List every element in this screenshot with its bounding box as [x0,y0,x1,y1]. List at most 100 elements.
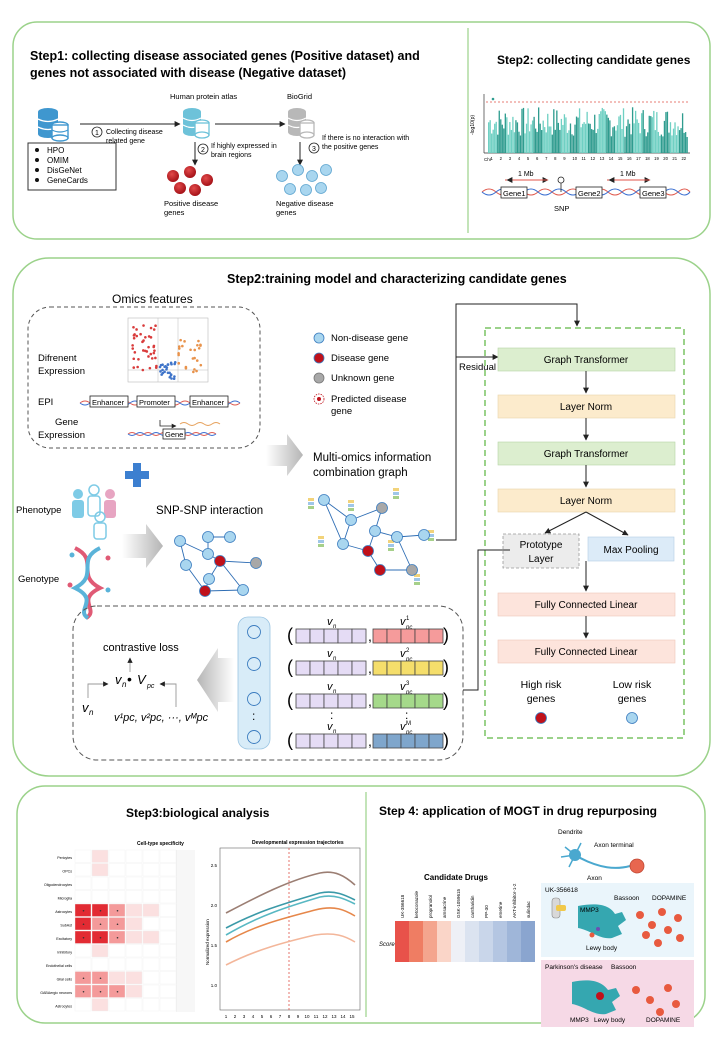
dna-helix-icon [67,546,111,620]
manhattan-bar [509,122,511,153]
heatmap-cell [159,957,177,971]
database-hpo: HPO [47,146,64,155]
heatmap-cell [159,971,177,985]
traj-curve-brown [225,871,356,914]
manhattan-bar [591,129,593,153]
manhattan-bar [653,110,655,153]
gene-expr-line1: Gene [55,417,78,428]
arrow3-label-line2: the positive genes [322,144,379,151]
prototype-connector [463,549,510,691]
arrow1-label-line2: related gene [106,138,145,145]
manhattan-bar [506,117,508,153]
volcano-dot [168,371,171,375]
manhattan-bar [571,134,573,153]
low-risk-line1: Low risk [613,679,652,691]
people-icon [72,484,116,540]
manhattan-bar [566,132,569,153]
prototype-vector-cell [428,733,444,749]
heatmap-cell [91,863,109,877]
volcano-dot [170,362,173,366]
drug-score-cell [479,921,493,962]
manhattan-bar [594,114,596,153]
manhattan-bar [601,107,603,153]
heatmap-cell [108,876,126,890]
heatmap-cell [125,890,143,904]
bassoon1-label: Bassoon [614,895,640,902]
volcano-dot [165,368,168,371]
genomic-region: 1 Mb 1 Mb Gene1 Gene2 Gene3 SNP [481,171,691,213]
vector-cell [295,628,311,644]
manhattan-bar [651,117,653,153]
manhattan-tick: 21 [672,156,677,161]
manhattan-bar [600,111,602,153]
volcano-dot [148,366,152,370]
pair-vp-sup: 2 [406,648,410,654]
manhattan-tick: 2 [500,156,503,161]
traj-curve-teal-2 [225,895,356,936]
manhattan-bar [489,120,491,153]
lewy2-label: Lewy body [594,1017,626,1024]
pairs-to-loss-arrow [197,648,234,712]
manhattan-bar [610,136,613,153]
score-label: Score [379,942,395,948]
traj-x-tick: 7 [279,1014,282,1019]
volcano-dot [132,334,136,337]
heatmap-cell [125,998,143,1012]
pair-open-paren: ( [287,730,293,750]
heatmap-cell [91,876,109,890]
prototype-vector-cell [386,733,402,749]
manhattan-bar [633,123,635,153]
volcano-dot [168,375,172,379]
traj-y-tick: 2.5 [211,863,218,868]
traj-x-tick: 15 [349,1014,355,1019]
multi-omics-line2: combination graph [313,467,408,479]
manhattan-bar [521,108,523,153]
manhattan-bar [545,132,547,153]
manhattan-bar [683,132,685,153]
manhattan-tick: 20 [663,156,668,161]
heatmap-row-label: Excitatory [56,937,72,941]
manhattan-tick: 8 [554,156,557,161]
manhattan-bar [562,124,564,153]
traj-curves [225,871,356,966]
high-risk-line2: genes [527,693,556,705]
arrow2-label-line1: If highly expressed in [211,143,277,150]
vector-cell [323,733,339,749]
neuron-illustration: Dendrite Axon terminal Axon [558,829,645,882]
heatmap-cell [142,957,160,971]
heatmap-extra-column [177,850,195,1012]
database-disgenet: DisGeNet [47,166,82,175]
drug-score-cell [437,921,451,962]
manhattan-bar [680,128,682,153]
volcano-dot [141,368,145,372]
manhattan-bar [504,113,506,153]
drug-score-cell [451,921,465,962]
heatmap-cell [125,930,143,944]
prototype-line2: Layer [528,554,554,565]
cell-type-heatmap: Pericytes OPCs Oligodendrocytes Microglia As… [40,849,195,1012]
heatmap-cell [125,944,143,958]
volcano-dot [199,344,202,347]
heatmap-cell [91,849,109,863]
traj-x-tick: 11 [314,1014,319,1019]
manhattan-ylabel: -log10(p) [470,115,476,135]
pair-vn: v [327,616,334,628]
manhattan-bar [616,125,619,153]
step-number-2-icon [197,143,209,155]
volcano-dot [149,336,153,339]
contrast-vn-sub: n [122,680,127,689]
manhattan-bar [563,114,566,153]
heatmap-cell [142,890,160,904]
prototype-layer [502,533,580,569]
manhattan-bar [586,111,588,153]
pair-vn: v [327,681,334,693]
volcano-dot [177,361,181,365]
layer-norm-2-label: Layer Norm [560,496,612,507]
bullet-icon [35,158,39,162]
step4-title: Step 4: application of MOGT in drug repu… [379,804,657,818]
drug-score-cell [465,921,479,962]
manhattan-bar [519,135,522,153]
volcano-dot [193,348,197,352]
arrow1-label-line1: Collecting disease [106,129,163,136]
manhattan-bar [615,130,617,153]
